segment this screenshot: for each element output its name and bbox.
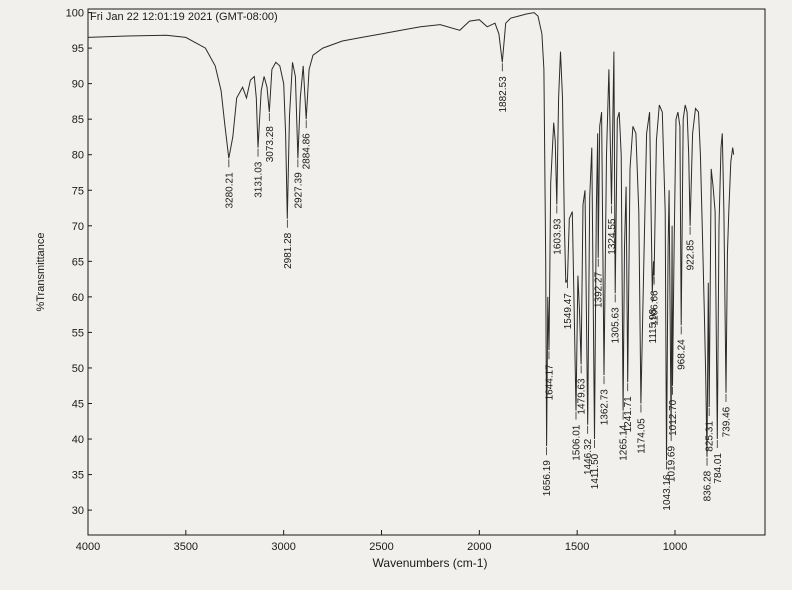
- peak-label: 836.28: [703, 457, 714, 501]
- y-tick-label: 35: [72, 470, 84, 482]
- peak-value: 1392.27: [594, 271, 605, 308]
- peak-value: 1644.17: [545, 364, 556, 401]
- peak-value: 968.24: [677, 339, 688, 370]
- y-tick-label: 40: [72, 434, 84, 446]
- y-tick-label: 60: [72, 292, 84, 304]
- peak-value: 1882.53: [498, 76, 509, 113]
- peak-label: 1603.93: [552, 205, 563, 255]
- peak-value: 1115.98: [648, 308, 659, 343]
- peak-value: 1265.14: [619, 424, 630, 461]
- x-tick-label: 2500: [369, 541, 393, 553]
- peak-label: 1115.98: [648, 294, 659, 344]
- x-axis: 4000 3500 3000 2500 2000 1500 1000: [76, 530, 687, 553]
- peak-label: 1324.55: [607, 205, 618, 255]
- peak-value: 739.46: [722, 406, 733, 437]
- peak-label: 3073.28: [265, 113, 276, 162]
- y-tick-label: 90: [72, 79, 84, 91]
- header-timestamp: Fri Jan 22 12:01:19 2021 (GMT-08:00): [90, 11, 278, 23]
- x-tick-label: 1500: [565, 541, 589, 553]
- peak-label: 1392.27: [594, 258, 605, 308]
- peak-label: 1106.66: [650, 276, 661, 326]
- peak-label: 784.01: [713, 440, 724, 484]
- peak-value: 3073.28: [265, 126, 276, 163]
- peak-value: 1043.16: [662, 474, 673, 511]
- peak-label: 2884.86: [302, 120, 313, 169]
- peak-label: 1506.01: [572, 411, 583, 461]
- y-tick-label: 95: [72, 43, 84, 55]
- x-tick-label: 3000: [271, 541, 295, 553]
- peak-label: 1305.63: [611, 294, 622, 344]
- peak-label: 1265.14: [619, 411, 630, 461]
- plot-frame: [87, 8, 766, 536]
- peak-label: 1644.17: [545, 351, 556, 400]
- peak-value: 2981.28: [283, 232, 294, 269]
- y-tick-label: 30: [72, 505, 84, 517]
- peak-label: 1012.70: [668, 386, 679, 436]
- peak-value: 1324.55: [607, 218, 618, 255]
- peak-value: 2884.86: [302, 133, 313, 170]
- peak-value: 3131.03: [254, 161, 265, 198]
- y-tick-label: 80: [72, 150, 84, 162]
- peak-label: 825.31: [705, 408, 716, 452]
- y-axis: 100 95 90 85 80 75 70 65 60 55 50 45 40 35 30: [66, 8, 92, 517]
- peak-value: 1241.71: [623, 396, 634, 433]
- peak-label: 2981.28: [283, 219, 294, 269]
- spectrum-line: [87, 12, 735, 461]
- peak-value: 825.31: [705, 421, 716, 452]
- peak-label: 3280.21: [224, 159, 235, 209]
- peak-value: 1603.93: [552, 218, 563, 255]
- peak-label: 968.24: [677, 326, 688, 370]
- peak-label: 1411.50: [590, 440, 601, 489]
- peak-label: 1479.63: [577, 365, 588, 415]
- peak-label: 1174.05: [636, 404, 647, 454]
- y-tick-label: 50: [72, 363, 84, 375]
- peak-label: 739.46: [722, 393, 733, 437]
- y-axis-title: %Transmittance: [35, 232, 47, 311]
- peak-label: 3131.03: [254, 148, 265, 198]
- x-tick-label: 1000: [663, 541, 687, 553]
- peak-value: 1305.63: [611, 307, 622, 344]
- peak-value: 2927.39: [293, 172, 304, 209]
- peak-label: 1549.47: [563, 280, 574, 329]
- peak-value: 1411.50: [590, 453, 601, 489]
- peak-value: 3280.21: [224, 172, 235, 209]
- y-tick-label: 45: [72, 399, 84, 411]
- x-tick-label: 3500: [174, 541, 198, 553]
- peak-label: 1446.32: [583, 425, 594, 475]
- peak-label: 2927.39: [293, 159, 304, 209]
- peak-value: 1012.70: [668, 399, 679, 436]
- x-axis-title: Wavenumbers (cm-1): [373, 556, 488, 570]
- peak-value: 1174.05: [636, 418, 647, 454]
- y-tick-label: 70: [72, 221, 84, 233]
- peak-value: 1106.66: [650, 290, 661, 326]
- peak-value: 1362.73: [600, 389, 611, 426]
- x-tick-label: 4000: [76, 541, 100, 553]
- peak-label: 1043.16: [662, 461, 673, 511]
- peak-value: 784.01: [713, 453, 724, 484]
- peak-value: 922.85: [686, 239, 697, 270]
- peak-value: 1549.47: [563, 293, 574, 330]
- y-tick-label: 85: [72, 114, 84, 126]
- peak-value: 1656.19: [542, 460, 553, 497]
- y-tick-label: 75: [72, 185, 84, 197]
- peak-label: 1019.69: [667, 432, 678, 483]
- peak-value: 1019.69: [667, 446, 678, 483]
- y-tick-label: 65: [72, 256, 84, 268]
- peak-value: 836.28: [703, 470, 714, 501]
- x-tick-label: 2000: [467, 541, 491, 553]
- peak-label: 1882.53: [498, 63, 509, 113]
- y-tick-label: 55: [72, 327, 84, 339]
- peak-label: 1362.73: [600, 376, 611, 425]
- peak-value: 1479.63: [577, 378, 588, 415]
- peak-value: 1446.32: [583, 438, 594, 475]
- peak-value: 1506.01: [572, 424, 583, 461]
- y-tick-label: 100: [66, 8, 84, 20]
- peak-label: 922.85: [686, 226, 697, 270]
- peak-label: 1656.19: [542, 447, 553, 496]
- peak-label: 1241.71: [623, 383, 634, 432]
